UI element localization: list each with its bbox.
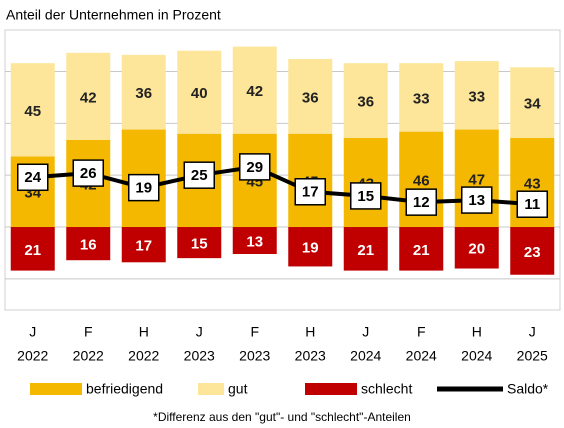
x-tick-label: 2022	[73, 348, 104, 364]
data-label: 21	[24, 242, 41, 259]
data-label: 42	[246, 83, 263, 100]
data-label: 36	[302, 89, 319, 106]
saldo-box	[183, 161, 215, 189]
x-tick-label: 2022	[128, 348, 159, 364]
saldo-label: 12	[413, 194, 430, 211]
data-label: 21	[357, 242, 374, 259]
bar-segment	[510, 67, 555, 138]
bar-segment	[66, 227, 111, 261]
x-tick-label: 2023	[184, 348, 215, 364]
data-label: 17	[135, 238, 152, 255]
bar-segment	[343, 227, 388, 271]
data-label: 33	[468, 88, 485, 105]
legend-label: Saldo*	[507, 381, 549, 397]
bar-segment	[66, 52, 111, 140]
x-tick-label: F	[417, 324, 426, 340]
saldo-label: 26	[80, 165, 97, 182]
bar-segment	[10, 63, 55, 157]
data-label: 40	[191, 85, 208, 102]
bar-segment	[177, 50, 222, 134]
data-label: 36	[357, 93, 374, 110]
x-tick-label: J	[362, 324, 369, 340]
saldo-box	[461, 186, 493, 214]
x-tick-label: 2025	[517, 348, 548, 364]
bar-segment	[510, 227, 555, 275]
saldo-label: 13	[468, 192, 485, 209]
saldo-label: 15	[357, 188, 374, 205]
data-label: 15	[191, 236, 208, 253]
legend-label: befriedigend	[86, 381, 163, 397]
legend-swatch	[198, 383, 224, 395]
saldo-box	[405, 188, 437, 216]
bar-segment	[288, 59, 333, 134]
bar-segment	[288, 227, 333, 267]
bar-segment	[177, 227, 222, 259]
x-tick-label: F	[84, 324, 93, 340]
saldo-box	[294, 178, 326, 206]
saldo-box	[17, 163, 49, 192]
saldo-label: 29	[246, 159, 263, 176]
x-tick-label: 2023	[239, 348, 270, 364]
chart-title: Anteil der Unternehmen in Prozent	[6, 7, 221, 23]
legend-label: schlecht	[361, 381, 412, 397]
saldo-label: 25	[191, 167, 208, 184]
bar-segment	[232, 227, 277, 254]
saldo-label: 11	[524, 196, 540, 213]
bar-segment	[454, 61, 499, 130]
bar-segment	[121, 227, 166, 263]
bar-segment	[454, 227, 499, 269]
bar-segment	[10, 227, 55, 271]
data-label: 36	[135, 85, 152, 102]
x-tick-label: F	[250, 324, 259, 340]
data-label: 13	[246, 233, 263, 250]
saldo-box	[239, 153, 271, 181]
x-tick-label: J	[29, 324, 36, 340]
saldo-box	[516, 190, 548, 218]
data-label: 46	[413, 172, 430, 189]
data-label: 34	[524, 96, 541, 113]
saldo-label: 17	[302, 184, 319, 201]
data-label: 42	[80, 89, 97, 106]
legend-swatch	[305, 383, 357, 395]
plot-frame	[4, 29, 561, 311]
data-label: 21	[413, 242, 430, 259]
x-tick-label: 2024	[406, 348, 437, 364]
saldo-line	[32, 164, 533, 207]
bar-segment	[343, 63, 388, 138]
x-tick-label: 2024	[350, 348, 381, 364]
data-label: 19	[302, 240, 319, 257]
footnote: *Differenz aus den "gut"- und "schlecht"…	[153, 410, 411, 424]
data-label: 33	[413, 90, 430, 107]
bar-segment	[399, 63, 444, 132]
saldo-label: 19	[135, 180, 152, 197]
x-tick-label: 2023	[295, 348, 326, 364]
legend-label: gut	[228, 381, 248, 397]
x-tick-label: J	[529, 324, 536, 340]
data-label: 20	[468, 241, 485, 258]
x-tick-label: H	[472, 324, 482, 340]
data-label: 45	[24, 103, 41, 120]
bar-segment	[121, 54, 166, 130]
data-label: 43	[524, 175, 541, 192]
bar-segment	[399, 227, 444, 271]
bar-segment	[232, 46, 277, 134]
legend-swatch	[30, 383, 82, 395]
data-label: 23	[524, 244, 541, 261]
x-tick-label: H	[139, 324, 149, 340]
data-label: 47	[468, 171, 485, 188]
saldo-box	[72, 159, 104, 187]
saldo-box	[350, 182, 382, 210]
x-tick-label: 2022	[17, 348, 48, 364]
x-tick-label: H	[305, 324, 315, 340]
x-tick-label: 2024	[461, 348, 492, 364]
data-label: 16	[80, 237, 97, 254]
x-tick-label: J	[196, 324, 203, 340]
saldo-label: 24	[24, 169, 41, 186]
saldo-box	[128, 173, 160, 202]
